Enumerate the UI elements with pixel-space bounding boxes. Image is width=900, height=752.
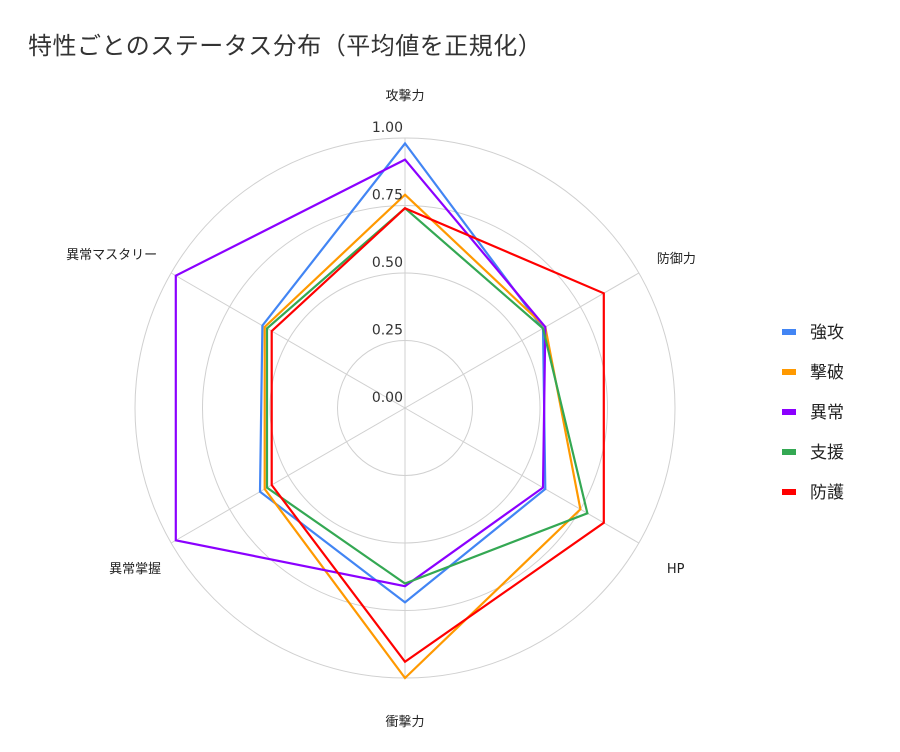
axis-label: 攻撃力: [385, 88, 424, 104]
legend-swatch: [782, 329, 796, 335]
legend-swatch: [782, 449, 796, 455]
axis-spoke: [170, 272, 406, 409]
legend-label: 異常: [810, 403, 844, 423]
legend-label: 強攻: [810, 323, 844, 343]
legend-swatch: [782, 489, 796, 495]
tick-label: 1.00: [372, 120, 403, 136]
axis-label: 異常掌握: [109, 562, 161, 577]
series-polygon-1: [263, 193, 582, 680]
legend-swatch: [782, 409, 796, 415]
tick-label: 0.75: [372, 188, 403, 204]
legend-label: 支援: [810, 443, 844, 463]
tick-label: 0.00: [372, 390, 403, 406]
series-polygon-2: [174, 158, 547, 588]
axis-label: HP: [667, 562, 685, 577]
legend-label: 撃破: [810, 363, 844, 383]
axis-label: 防御力: [657, 251, 696, 267]
series-polygon-4: [270, 206, 605, 664]
axis-spoke: [170, 407, 406, 544]
series-polygon-3: [265, 206, 589, 585]
chart-title: 特性ごとのステータス分布（平均値を正規化）: [28, 32, 543, 60]
axis-spoke: [404, 272, 640, 409]
tick-label: 0.50: [372, 255, 403, 271]
legend-label: 防護: [810, 483, 844, 503]
grid-layer: [134, 137, 676, 679]
tick-label: 0.25: [372, 323, 403, 339]
legend-swatch: [782, 369, 796, 375]
axis-label: 異常マスタリー: [66, 248, 157, 263]
tick-labels: 0.00 0.25 0.50 0.75 1.00: [372, 120, 403, 406]
series-layer: [174, 141, 605, 680]
axis-label: 衝撃力: [385, 714, 424, 730]
axis-spoke: [404, 407, 640, 544]
